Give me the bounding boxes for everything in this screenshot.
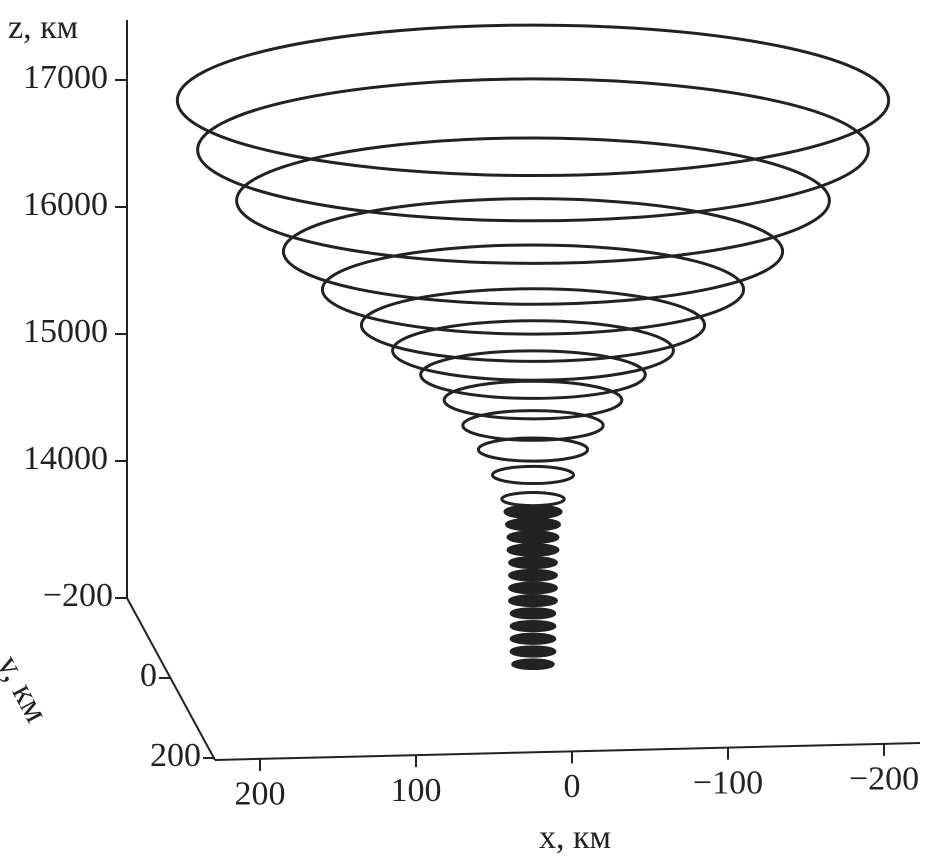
trajectory-loop bbox=[175, 23, 891, 178]
trajectory-loop bbox=[419, 349, 647, 400]
trajectory-loop bbox=[196, 77, 870, 223]
y-axis-label: y, км bbox=[0, 649, 55, 728]
y-tick-label: 200 bbox=[150, 737, 201, 774]
trajectory-loop bbox=[503, 504, 563, 520]
x-tick-label: 200 bbox=[235, 776, 286, 813]
y-tick-label: −200 bbox=[43, 577, 113, 614]
z-tick-label: 14000 bbox=[23, 440, 108, 477]
x-axis-label: x, км bbox=[539, 819, 611, 856]
trajectory-loop bbox=[359, 287, 707, 363]
trajectory-loop bbox=[509, 619, 557, 633]
trajectory-loop bbox=[508, 556, 558, 570]
trajectory-loop bbox=[504, 517, 562, 532]
x-tick-label: 100 bbox=[391, 772, 442, 809]
trajectory-loop bbox=[476, 436, 590, 463]
x-tick-label: −100 bbox=[693, 764, 763, 801]
trajectory-loop bbox=[506, 543, 560, 557]
z-axis-label: z, км bbox=[8, 9, 78, 46]
z-tick-label: 17000 bbox=[23, 59, 108, 96]
trajectory-loop bbox=[500, 491, 566, 508]
x-tick-label: 0 bbox=[564, 768, 581, 805]
z-tick-label: 16000 bbox=[23, 186, 108, 223]
z-tick-label: 15000 bbox=[23, 313, 108, 350]
trajectory-loop bbox=[490, 464, 576, 486]
trajectory-loop bbox=[509, 632, 557, 645]
trajectory-loop bbox=[511, 658, 555, 670]
trajectory-loop bbox=[508, 594, 558, 608]
trajectory-loop bbox=[508, 581, 558, 595]
x-tick-label: −200 bbox=[849, 761, 919, 798]
trajectory-loop bbox=[320, 243, 746, 336]
x-axis bbox=[214, 742, 921, 761]
trajectory-loop bbox=[509, 645, 557, 658]
y-tick-label: 0 bbox=[140, 657, 157, 694]
trajectory-loop bbox=[461, 409, 605, 442]
trajectory-loop bbox=[235, 136, 831, 265]
trajectory-loop bbox=[509, 607, 557, 620]
trajectory-loop bbox=[508, 568, 558, 582]
trajectory-loop bbox=[442, 379, 624, 421]
trajectory-loop bbox=[281, 197, 785, 306]
trajectory-loop bbox=[506, 530, 560, 544]
